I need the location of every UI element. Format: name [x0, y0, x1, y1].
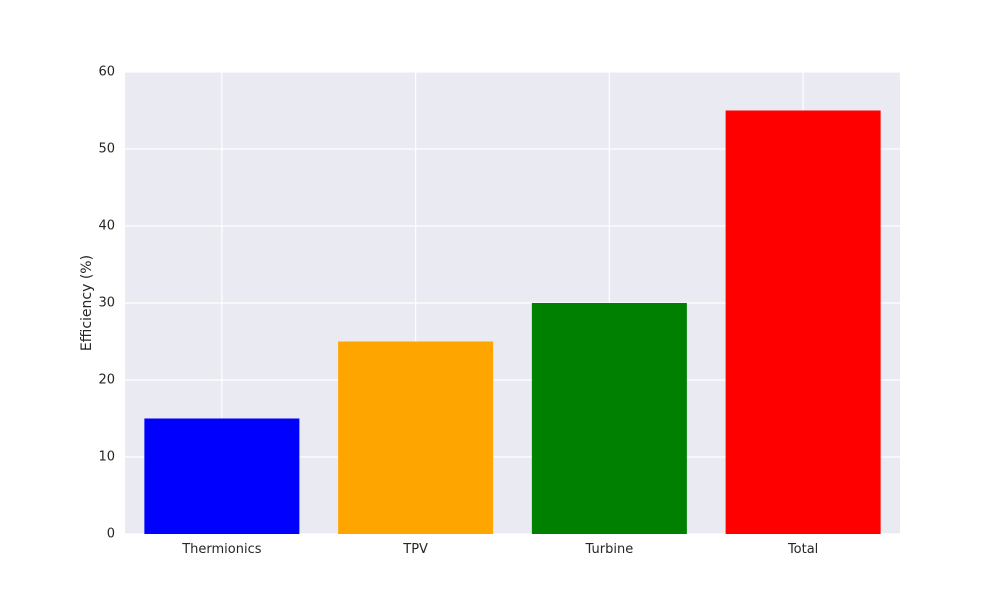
x-tick-label: Turbine [585, 542, 634, 557]
bar-thermionics [144, 418, 300, 534]
bar-total [725, 110, 881, 534]
bars [144, 110, 881, 534]
y-tick-label: 20 [98, 373, 115, 388]
bar-tpv [338, 341, 494, 534]
y-tick-label: 10 [98, 450, 115, 465]
x-tick-labels: Thermionics TPV Turbine Total [181, 542, 818, 557]
y-tick-label: 30 [98, 296, 115, 311]
y-tick-labels: 0 10 20 30 40 50 60 [98, 65, 115, 542]
y-tick-label: 40 [98, 219, 115, 234]
bar-turbine [531, 303, 687, 534]
y-tick-label: 50 [98, 142, 115, 157]
y-axis-label: Efficiency (%) [79, 255, 95, 351]
x-tick-label: Total [787, 542, 818, 557]
x-tick-label: TPV [402, 542, 428, 557]
x-tick-label: Thermionics [181, 542, 262, 557]
y-tick-label: 60 [98, 65, 115, 80]
y-tick-label: 0 [107, 527, 115, 542]
